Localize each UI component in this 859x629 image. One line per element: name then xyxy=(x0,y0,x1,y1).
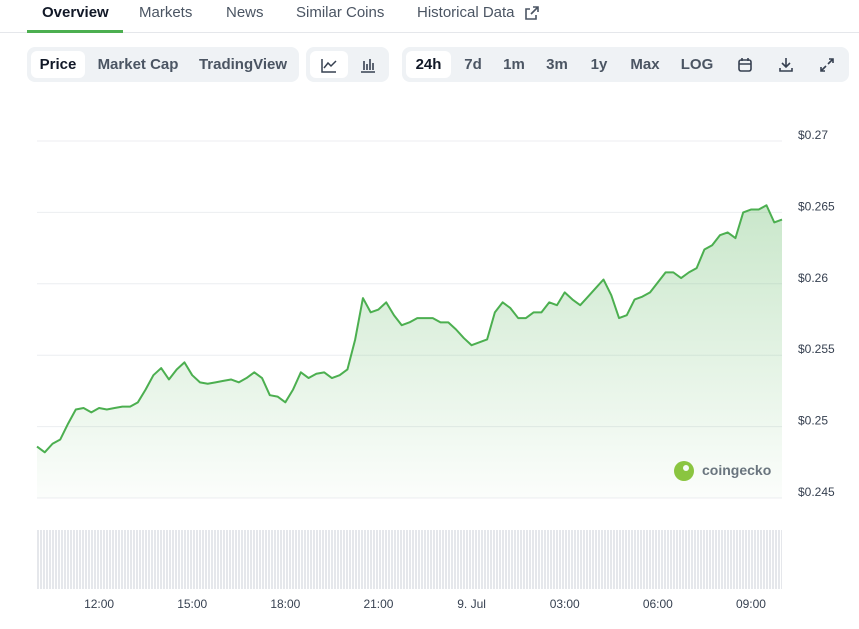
x-tick-label: 09:00 xyxy=(736,597,766,611)
button[interactable]: TradingView xyxy=(198,56,288,73)
tab[interactable]: Historical Data xyxy=(417,4,515,21)
y-tick-label: $0.245 xyxy=(798,485,835,499)
candle-icon xyxy=(361,59,375,73)
button[interactable]: LOG xyxy=(680,56,714,73)
price-line xyxy=(36,204,783,454)
line-button[interactable] xyxy=(310,51,348,78)
tab[interactable]: News xyxy=(226,4,264,21)
candle-button[interactable] xyxy=(350,51,386,78)
x-tick-label: 06:00 xyxy=(643,597,673,611)
line-icon xyxy=(321,59,337,73)
range-group: 24h 7d 1m 3m 1y Max LOG xyxy=(402,47,849,82)
expand-icon[interactable] xyxy=(819,57,835,73)
button[interactable]: Max xyxy=(630,56,660,73)
x-tick-label: 9. Jul xyxy=(457,597,486,611)
download-icon[interactable] xyxy=(778,57,794,73)
button[interactable]: 7d xyxy=(464,56,482,73)
view-group: Price Market Cap TradingView xyxy=(27,47,299,82)
y-tick-label: $0.26 xyxy=(798,271,828,285)
button[interactable]: 1y xyxy=(590,56,608,73)
tab[interactable]: Similar Coins xyxy=(296,4,385,21)
calendar-icon[interactable] xyxy=(737,57,753,73)
tab-divider xyxy=(0,32,859,33)
chart-type-group xyxy=(306,47,389,82)
x-tick-label: 12:00 xyxy=(84,597,114,611)
x-tick-label: 21:00 xyxy=(363,597,393,611)
x-tick-label: 03:00 xyxy=(550,597,580,611)
external-icon xyxy=(525,6,539,20)
tab-underline xyxy=(27,30,123,33)
volume-bars xyxy=(37,530,782,589)
y-tick-label: $0.25 xyxy=(798,414,828,428)
button[interactable]: Price xyxy=(31,51,85,78)
area xyxy=(37,205,782,498)
button[interactable]: 24h xyxy=(406,51,451,78)
x-tick-label: 15:00 xyxy=(177,597,207,611)
button[interactable]: 3m xyxy=(546,56,568,73)
y-tick-label: $0.255 xyxy=(798,342,835,356)
y-tick-label: $0.27 xyxy=(798,128,828,142)
button[interactable]: Market Cap xyxy=(97,56,179,73)
tab[interactable]: Markets xyxy=(139,4,193,21)
button[interactable]: 1m xyxy=(503,56,525,73)
tab[interactable]: Overview xyxy=(42,4,109,21)
x-tick-label: 18:00 xyxy=(270,597,300,611)
y-tick-label: $0.265 xyxy=(798,199,835,213)
